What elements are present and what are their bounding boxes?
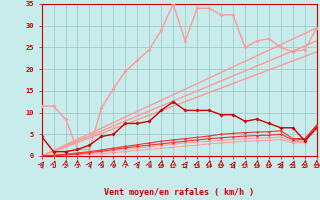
X-axis label: Vent moyen/en rafales ( km/h ): Vent moyen/en rafales ( km/h ) (104, 188, 254, 197)
